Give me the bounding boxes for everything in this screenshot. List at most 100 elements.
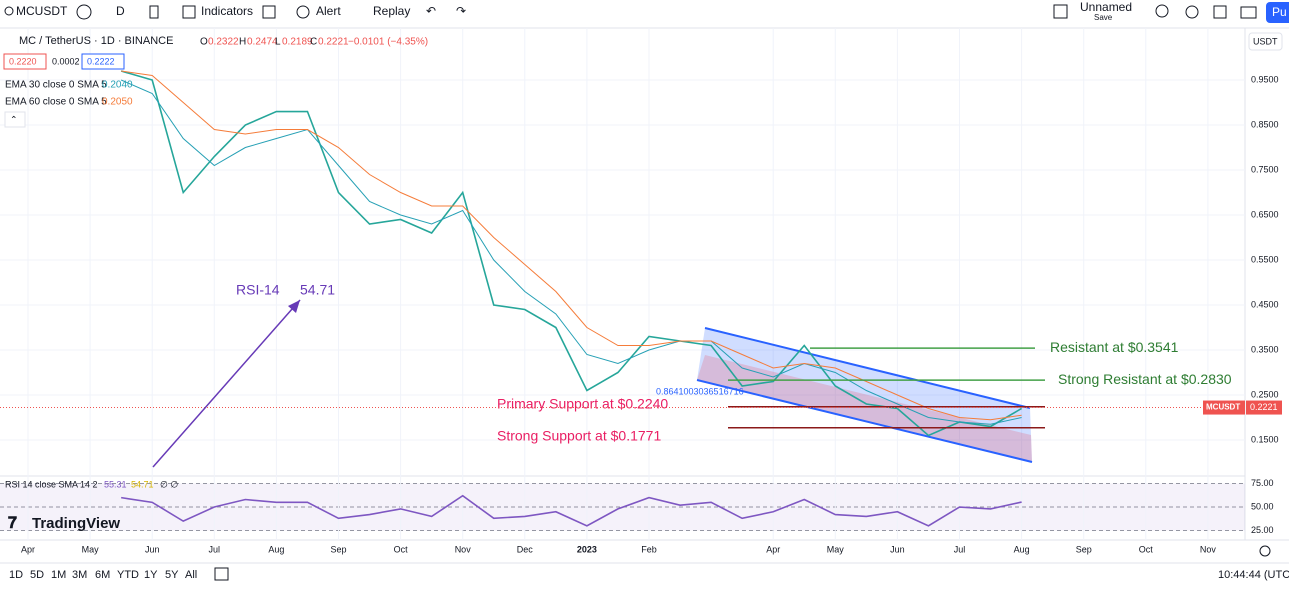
x-tick-label: 2023	[577, 544, 597, 554]
collapse-legend[interactable]	[4, 111, 26, 128]
range-button[interactable]: 5Y	[165, 569, 179, 581]
indicators-icon[interactable]	[182, 5, 196, 19]
level-label: Strong Resistant at $0.2830	[1058, 371, 1232, 387]
level-label: Primary Support at $0.2240	[497, 396, 668, 412]
high: 0.2474	[247, 37, 278, 48]
checkbox[interactable]	[1053, 4, 1068, 19]
series-line	[121, 70, 1022, 421]
date-range[interactable]	[214, 567, 229, 581]
channel-top	[704, 327, 1031, 409]
level-label: Strong Support at $0.1771	[497, 428, 661, 444]
x-tick-label: Jun	[145, 544, 160, 554]
x-tick-label: Nov	[1200, 544, 1217, 554]
fullscreen[interactable]	[1213, 5, 1227, 19]
close: 0.2221	[318, 37, 349, 48]
price-tag: 0.2221	[1250, 402, 1278, 412]
low-label: L	[275, 37, 281, 48]
x-tick-label: Sep	[1076, 544, 1092, 554]
ask-box[interactable]	[81, 53, 125, 70]
interval[interactable]: D	[116, 4, 125, 18]
range-button[interactable]: 1D	[9, 569, 23, 581]
open-label: O	[200, 37, 208, 48]
rsi-extra: ∅ ∅	[160, 479, 178, 489]
y-tick-label: 0.1500	[1251, 434, 1279, 444]
rsi-note-label: RSI-14	[236, 282, 280, 298]
chart-type[interactable]	[149, 5, 159, 19]
snapshot[interactable]	[1240, 6, 1257, 19]
x-tick-label: Jul	[209, 544, 221, 554]
bid-box[interactable]	[3, 53, 47, 70]
publish[interactable]: Pu	[1272, 5, 1287, 19]
rsi-label: RSI 14 close SMA 14 2	[5, 479, 98, 489]
time-settings[interactable]	[1259, 545, 1271, 557]
rsi-tick-label: 75.00	[1251, 478, 1274, 488]
range-button[interactable]: YTD	[117, 569, 139, 581]
x-tick-label: Apr	[766, 544, 780, 554]
indicators[interactable]: Indicators	[201, 4, 253, 18]
close-label: C	[310, 37, 317, 48]
rsi-arrowhead	[288, 300, 300, 313]
collapse-arrow[interactable]: ⌃	[10, 114, 18, 124]
series-line	[121, 494, 1022, 527]
x-tick-label: Feb	[641, 544, 657, 554]
high-label: H	[239, 37, 246, 48]
templates[interactable]	[262, 5, 276, 19]
x-tick-label: Apr	[21, 544, 35, 554]
clock: 10:44:44 (UTC-4)	[1218, 569, 1289, 581]
spread: 0.0002	[52, 56, 80, 66]
legend-title: MC / TetherUS · 1D · BINANCE	[19, 35, 173, 47]
rsi-arrow	[152, 299, 301, 468]
y-tick-label: 0.2500	[1251, 389, 1279, 399]
add-symbol[interactable]	[76, 4, 92, 20]
x-tick-label: Aug	[1014, 544, 1030, 554]
alert-icon[interactable]	[296, 5, 310, 19]
rsi-tick-label: 25.00	[1251, 525, 1274, 535]
settings[interactable]	[1185, 5, 1199, 19]
range-button[interactable]: 3M	[72, 569, 87, 581]
x-tick-label: Sep	[330, 544, 346, 554]
x-tick-label: Nov	[455, 544, 472, 554]
rsi-reading: 55.31	[104, 479, 127, 489]
range-button[interactable]: All	[185, 569, 197, 581]
ask: 0.2222	[87, 56, 115, 66]
x-tick-label: Jul	[954, 544, 966, 554]
quick-search[interactable]	[1155, 4, 1169, 18]
layout-name[interactable]: Unnamed	[1080, 0, 1132, 14]
replay[interactable]: Replay	[373, 4, 410, 18]
ema30-label: EMA 30 close 0 SMA 5	[5, 80, 107, 91]
y-tick-label: 0.9500	[1251, 74, 1279, 84]
y-tick-label: 0.8500	[1251, 119, 1279, 129]
logo: TradingView	[32, 515, 120, 532]
rsi-tick-label: 50.00	[1251, 501, 1274, 511]
ema60-value: 0.2050	[102, 97, 133, 108]
toolbar	[0, 0, 1289, 28]
range-button[interactable]: 1Y	[144, 569, 158, 581]
price-tag-symbol: MCUSDT	[1206, 403, 1240, 412]
series-line	[120, 70, 1023, 437]
logo-mark: 𝟕	[8, 515, 17, 532]
y-tick-label: 0.5500	[1251, 254, 1279, 264]
undo[interactable]: ↶	[426, 4, 436, 18]
rsi-note-value: 54.71	[300, 282, 335, 298]
change: −0.0101 (−4.35%)	[348, 37, 428, 48]
layout-status: Save	[1094, 13, 1113, 22]
x-tick-label: May	[827, 544, 845, 554]
currency[interactable]: USDT	[1253, 36, 1278, 46]
ema30-value: 0.2040	[102, 80, 133, 91]
symbol[interactable]: MCUSDT	[16, 4, 68, 18]
channel-lower	[697, 355, 1032, 462]
publish-button[interactable]	[1266, 2, 1289, 23]
price-tag-bg	[1246, 400, 1282, 415]
search-icon[interactable]	[4, 6, 14, 16]
open: 0.2322	[208, 37, 239, 48]
redo[interactable]: ↷	[456, 4, 466, 18]
alert[interactable]: Alert	[316, 4, 341, 18]
x-tick-label: Aug	[268, 544, 284, 554]
ratio-label: 0.8641003036516716	[656, 386, 744, 396]
currency-button[interactable]	[1248, 32, 1283, 51]
range-button[interactable]: 5D	[30, 569, 44, 581]
range-button[interactable]: 6M	[95, 569, 110, 581]
x-tick-label: May	[82, 544, 100, 554]
range-button[interactable]: 1M	[51, 569, 66, 581]
